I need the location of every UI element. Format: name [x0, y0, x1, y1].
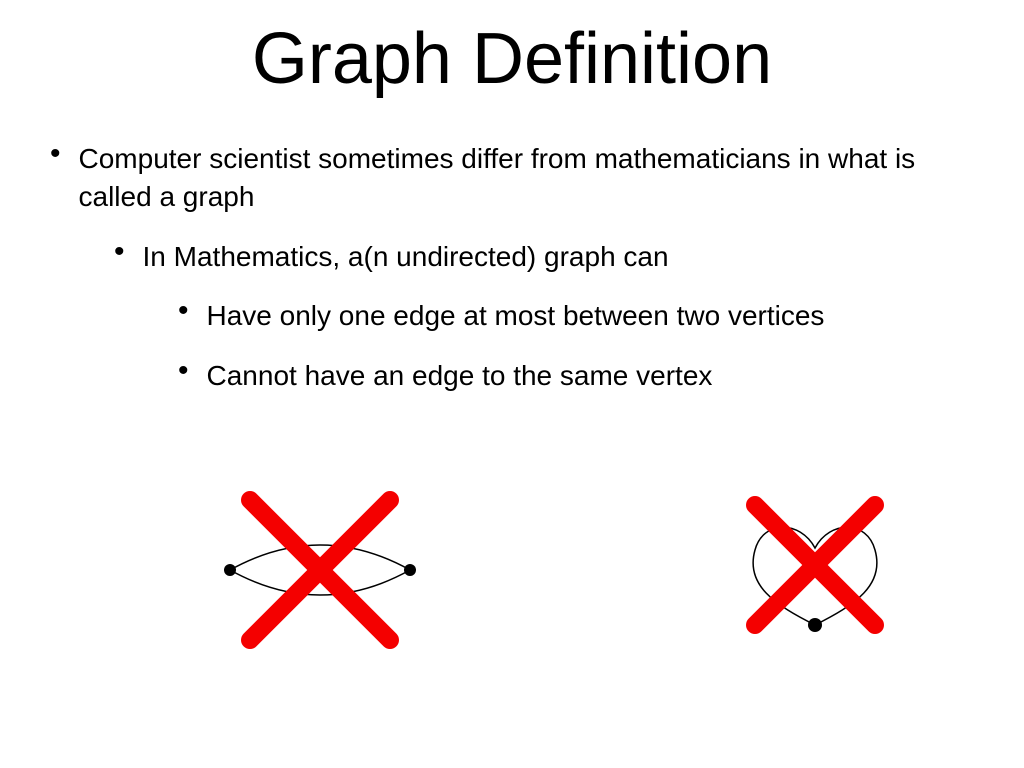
slide-content: • Computer scientist sometimes differ fr…	[0, 110, 1024, 395]
bullet-text: Have only one edge at most between two v…	[207, 297, 825, 335]
vertex-left	[224, 564, 236, 576]
bullet-dot-icon: •	[114, 238, 125, 266]
bullet-text: Computer scientist sometimes differ from…	[79, 140, 984, 216]
bullet-level-1: • Computer scientist sometimes differ fr…	[50, 140, 984, 216]
bullet-level-2: • In Mathematics, a(n undirected) graph …	[114, 238, 984, 276]
self-loop-diagram	[720, 490, 910, 660]
bullet-level-3: • Have only one edge at most between two…	[178, 297, 984, 335]
slide-title: Graph Definition	[0, 0, 1024, 110]
bullet-dot-icon: •	[178, 357, 189, 385]
bullet-dot-icon: •	[50, 140, 61, 168]
bullet-dot-icon: •	[178, 297, 189, 325]
diagrams-container	[0, 490, 1024, 690]
vertex-right	[404, 564, 416, 576]
vertex-single	[808, 618, 822, 632]
bullet-text: Cannot have an edge to the same vertex	[207, 357, 713, 395]
bullet-text: In Mathematics, a(n undirected) graph ca…	[143, 238, 669, 276]
bullet-level-3: • Cannot have an edge to the same vertex	[178, 357, 984, 395]
multi-edge-diagram	[200, 490, 440, 660]
self-loop-svg	[720, 490, 910, 660]
multi-edge-svg	[200, 490, 440, 660]
